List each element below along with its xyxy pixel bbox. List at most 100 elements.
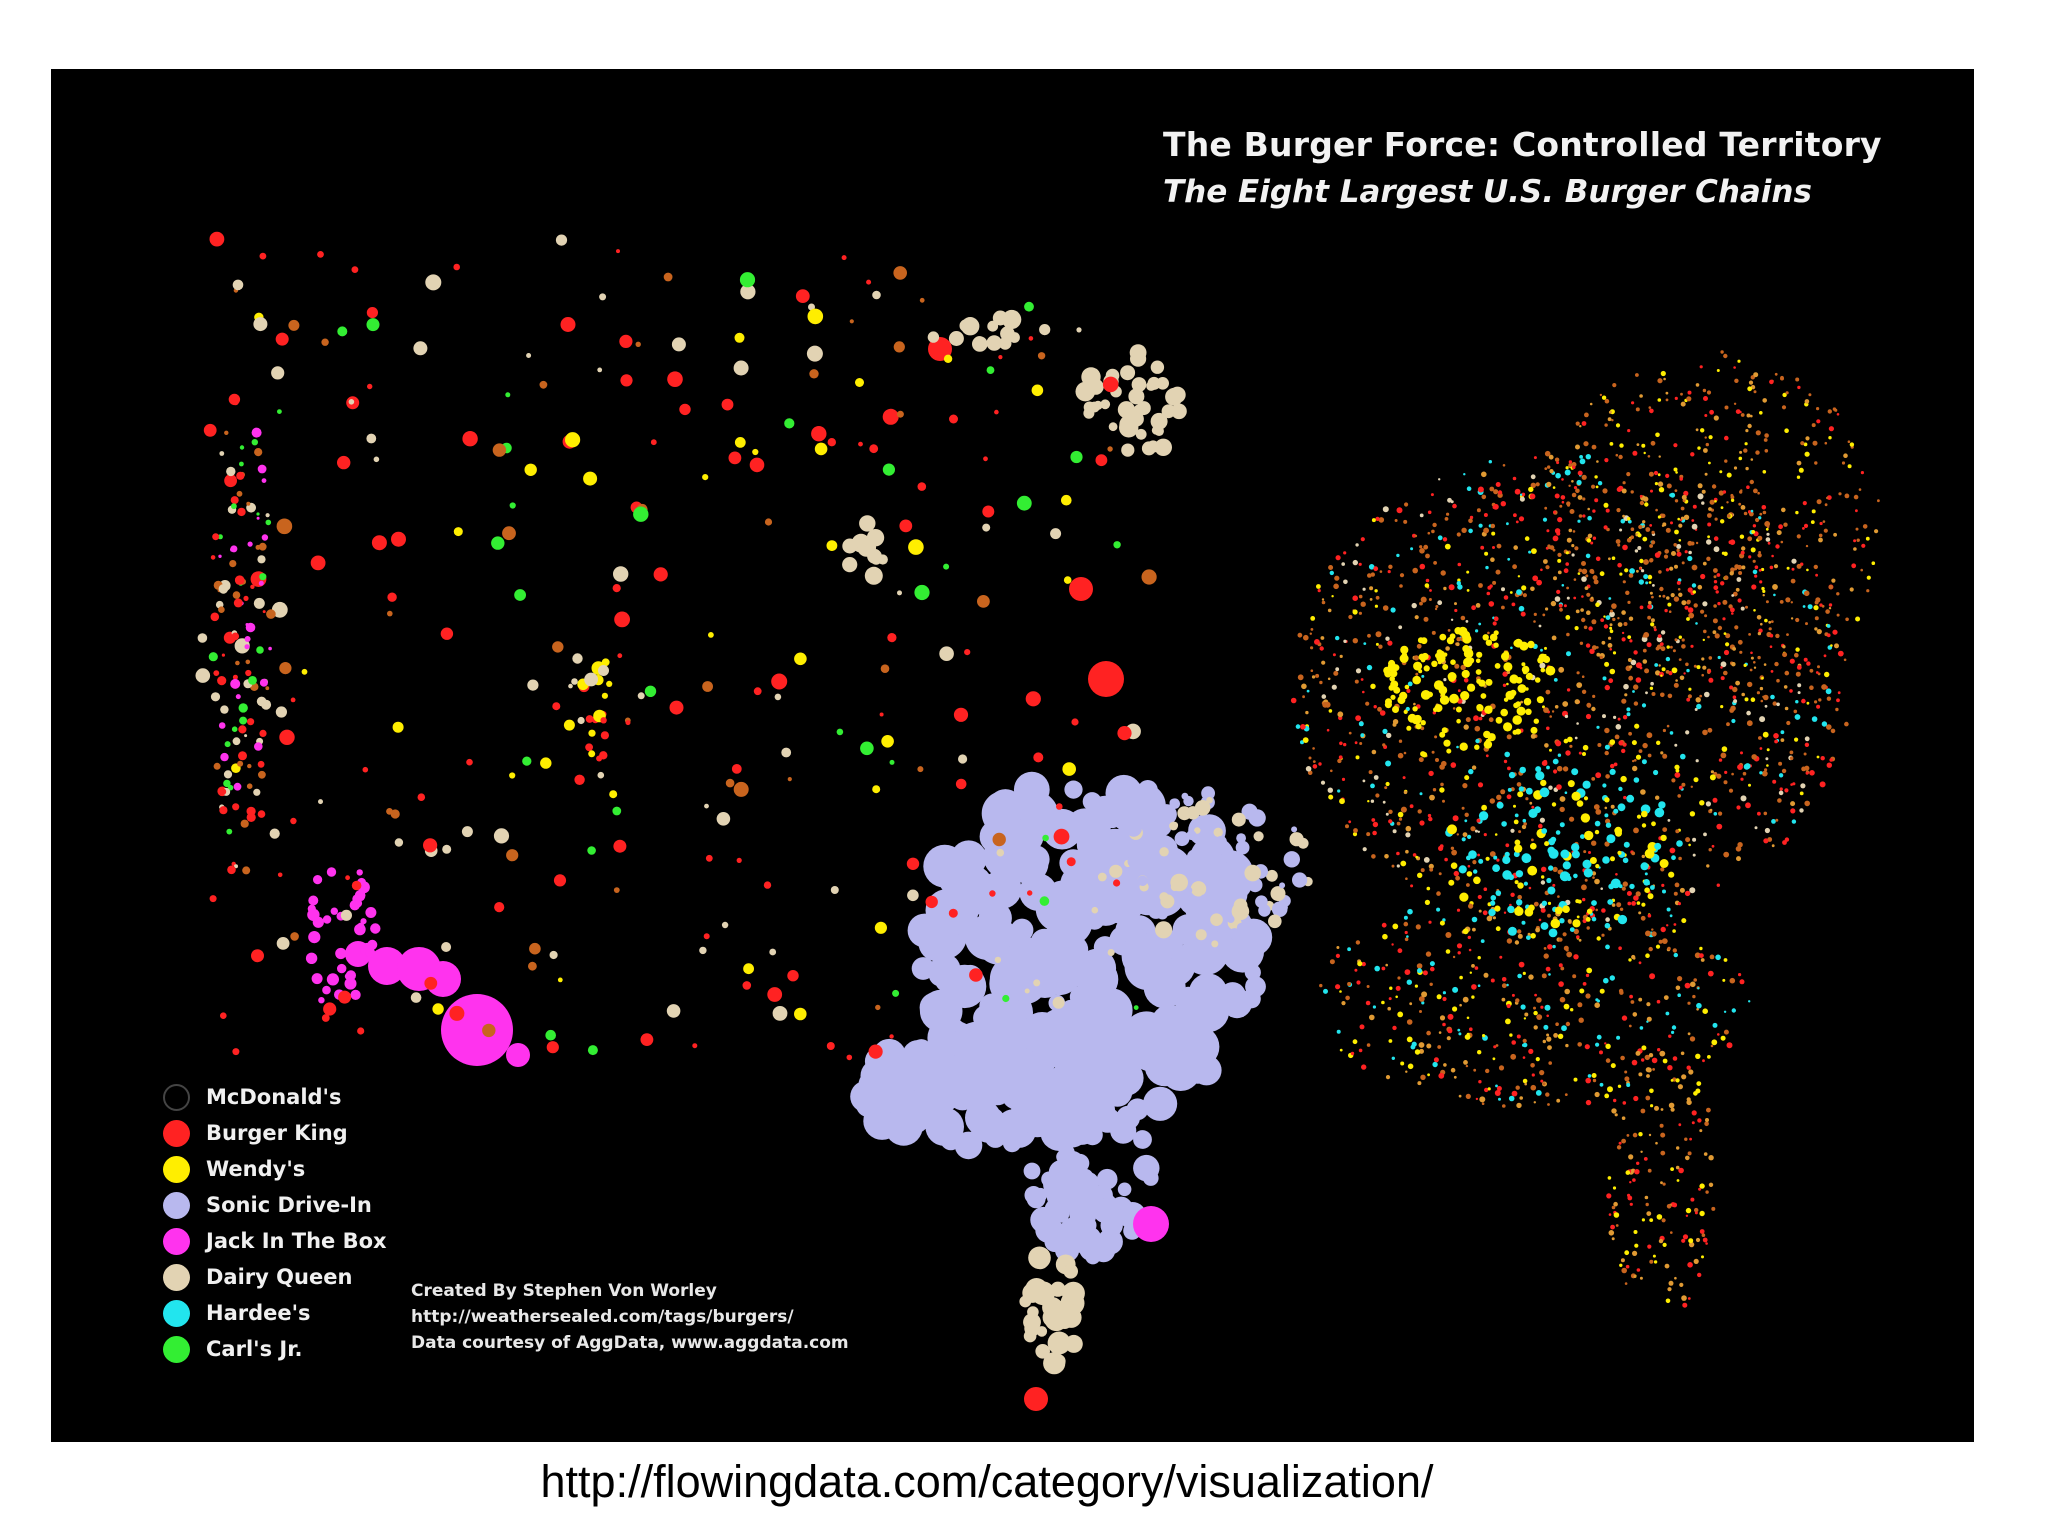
interior-west-dot	[585, 715, 594, 723]
west-location-dot	[417, 793, 426, 801]
east-location-dot	[1573, 596, 1577, 600]
southeast-location-dot	[1573, 954, 1579, 960]
east-location-dot	[1687, 587, 1693, 593]
northeast-location-dot	[1565, 562, 1569, 566]
northeast-location-dot	[1708, 669, 1712, 673]
east-location-dot	[1368, 564, 1375, 570]
southeast-location-dot	[1510, 1053, 1517, 1060]
southeast-location-dot	[1502, 1104, 1506, 1108]
east-location-dot	[1514, 813, 1519, 818]
northeast-location-dot	[1677, 588, 1681, 591]
southeast-location-dot	[1722, 978, 1726, 982]
northeast-location-dot	[1819, 521, 1823, 526]
southeast-location-dot	[1516, 1102, 1522, 1109]
east-location-dot	[1362, 587, 1366, 591]
southeast-location-dot	[1723, 1010, 1727, 1013]
northeast-location-dot	[1692, 590, 1697, 594]
sonic-edge-dot	[1253, 831, 1264, 842]
east-location-dot	[1617, 717, 1621, 721]
east-location-dot	[1557, 869, 1562, 875]
northeast-location-dot	[1734, 378, 1739, 383]
northeast-location-dot	[1608, 410, 1612, 414]
sonic-territory-dot	[1078, 1045, 1116, 1083]
florida-location-dot	[1645, 1202, 1649, 1207]
northeast-location-dot	[1735, 587, 1740, 592]
wendys-cluster-dot	[1406, 725, 1412, 731]
east-location-dot	[1460, 664, 1466, 671]
east-location-dot	[1385, 636, 1390, 641]
dairy-queen-dot	[1043, 1352, 1066, 1375]
florida-location-dot	[1622, 1101, 1627, 1105]
northeast-location-dot	[1648, 600, 1652, 605]
east-location-dot	[1627, 519, 1632, 524]
northeast-location-dot	[1674, 529, 1679, 535]
hardees-cluster-dot	[1617, 803, 1626, 812]
northeast-location-dot	[1865, 536, 1870, 541]
west-location-dot	[502, 526, 516, 541]
west-location-dot	[708, 632, 714, 638]
florida-location-dot	[1611, 1108, 1617, 1114]
northeast-location-dot	[1711, 484, 1717, 489]
southeast-location-dot	[1524, 1082, 1527, 1086]
east-location-dot	[1409, 804, 1414, 809]
northeast-location-dot	[1561, 478, 1564, 481]
east-location-dot	[1375, 595, 1380, 600]
east-location-dot	[1729, 708, 1735, 713]
southeast-location-dot	[1419, 1048, 1424, 1054]
east-location-dot	[1757, 811, 1761, 816]
east-location-dot	[1605, 508, 1610, 513]
northeast-location-dot	[1841, 461, 1846, 465]
sonic-edge-dot	[1132, 885, 1139, 892]
east-location-dot	[1363, 642, 1367, 645]
east-location-dot	[1412, 567, 1418, 574]
west-location-dot	[609, 790, 618, 799]
east-location-dot	[1522, 593, 1527, 598]
sonic-territory-dot	[992, 797, 1023, 827]
west-coast-dot	[239, 716, 248, 725]
east-location-dot	[1615, 539, 1621, 544]
northeast-location-dot	[1874, 529, 1879, 534]
east-location-dot	[1549, 715, 1552, 718]
east-location-dot	[1779, 787, 1783, 791]
west-coast-dot	[238, 725, 247, 734]
southeast-location-dot	[1536, 997, 1542, 1003]
southeast-location-dot	[1538, 918, 1542, 922]
credit-url: http://weathersealed.com/tags/burgers/	[411, 1307, 794, 1327]
wendys-cluster-dot	[1403, 709, 1408, 715]
southeast-location-dot	[1543, 947, 1547, 950]
sonic-edge-dot	[1159, 892, 1169, 902]
west-location-dot	[277, 872, 283, 878]
west-location-dot	[882, 408, 899, 425]
east-location-dot	[1513, 513, 1517, 518]
southeast-location-dot	[1458, 1094, 1462, 1098]
sonic-territory-dot	[1097, 1228, 1123, 1255]
interior-west-dot	[600, 731, 610, 740]
northeast-location-dot	[1667, 693, 1673, 699]
east-location-dot	[1759, 716, 1766, 723]
west-location-dot	[893, 266, 907, 280]
west-location-dot	[753, 687, 762, 696]
east-location-dot	[1713, 580, 1718, 584]
east-location-dot	[1591, 645, 1597, 650]
west-coast-dot	[235, 694, 241, 700]
hardees-cluster-dot	[1617, 850, 1622, 856]
east-location-dot	[1671, 667, 1678, 674]
northeast-location-dot	[1796, 563, 1802, 569]
southeast-location-dot	[1511, 993, 1515, 997]
southeast-location-dot	[1689, 1036, 1696, 1042]
southeast-location-dot	[1336, 946, 1340, 949]
east-location-dot	[1469, 515, 1474, 520]
east-location-dot	[1816, 755, 1820, 759]
west-location-dot	[953, 707, 969, 722]
sonic-territory-dot	[1082, 1124, 1103, 1146]
northeast-location-dot	[1720, 705, 1724, 709]
east-location-dot	[1576, 671, 1580, 675]
wendys-cluster-dot	[1418, 669, 1423, 674]
west-location-dot	[234, 638, 250, 654]
west-location-dot	[1016, 495, 1032, 511]
wendys-cluster-dot	[1512, 715, 1522, 725]
east-location-dot	[1707, 635, 1710, 639]
sonic-edge-dot	[1211, 940, 1219, 948]
west-coast-dot	[234, 864, 238, 869]
hardees-cluster-dot	[1676, 840, 1683, 847]
